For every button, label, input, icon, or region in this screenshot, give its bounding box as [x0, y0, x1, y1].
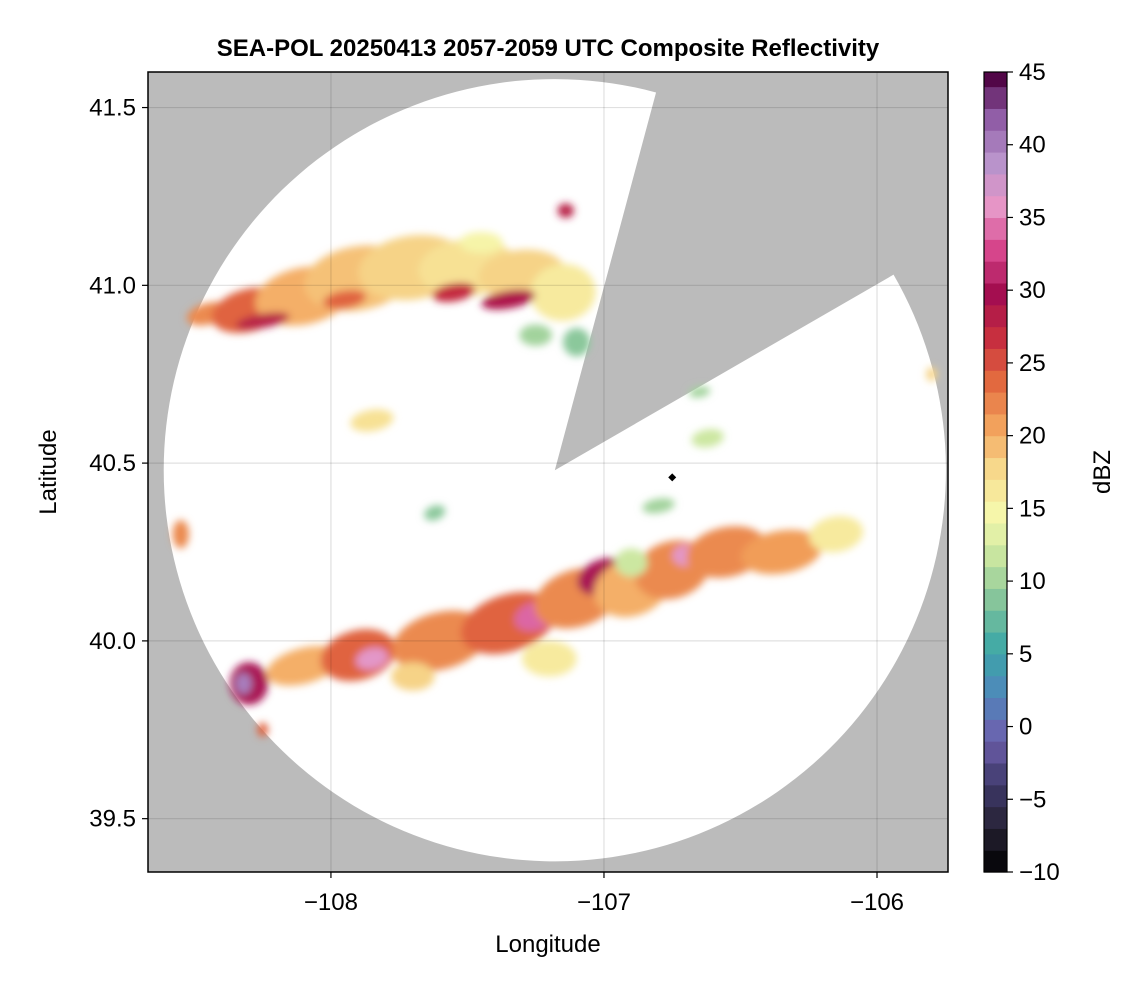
echo-blob — [459, 232, 503, 254]
colorbar-tick-label: 0 — [1019, 714, 1032, 741]
colorbar-bin — [984, 326, 1007, 349]
plot-frame — [147, 71, 949, 873]
echo-blob — [522, 640, 577, 677]
colorbar — [984, 72, 1007, 873]
echo-blob — [235, 672, 252, 695]
colorbar-bin — [984, 457, 1007, 480]
colorbar-bin — [984, 217, 1007, 240]
colorbar-bin — [984, 195, 1007, 219]
echo-blob — [424, 505, 446, 521]
colorbar-bin — [984, 784, 1007, 808]
echo-blob — [519, 324, 553, 346]
echo-blob — [257, 722, 269, 737]
colorbar-bin — [984, 108, 1007, 131]
echo-blob — [691, 429, 724, 448]
colorbar-bin — [984, 632, 1007, 655]
echo-blob — [642, 498, 675, 514]
y-tick-label: 40.0 — [89, 628, 136, 655]
x-tick-label: −107 — [577, 889, 631, 916]
colorbar-bin — [984, 173, 1007, 197]
colorbar-bin — [984, 370, 1007, 393]
echo-blob — [235, 312, 290, 330]
colorbar-tick-label: 40 — [1019, 132, 1046, 159]
colorbar-bin — [984, 806, 1007, 829]
x-tick-label: −108 — [304, 889, 358, 916]
echo-blob — [557, 203, 574, 218]
x-tick-label: −106 — [850, 889, 904, 916]
colorbar-bin — [984, 741, 1007, 764]
x-axis-label: Longitude — [495, 931, 600, 958]
colorbar-bin — [984, 304, 1007, 328]
colorbar-tick-label: 35 — [1019, 204, 1046, 231]
echo-blob — [350, 409, 394, 432]
echo-blob — [808, 516, 864, 553]
echo-blob — [926, 367, 938, 382]
colorbar-tick-label: 30 — [1019, 277, 1046, 304]
echo-blob — [432, 282, 476, 302]
colorbar-tick-label: 15 — [1019, 495, 1046, 522]
colorbar-tick-label: 10 — [1019, 568, 1046, 595]
colorbar-bin — [984, 261, 1007, 284]
echo-blob — [740, 529, 822, 575]
echo-field — [172, 203, 938, 737]
echo-blob — [530, 263, 596, 321]
echo-blob — [614, 548, 648, 577]
colorbar-tick-label: 5 — [1019, 641, 1032, 668]
echo-blob — [563, 328, 591, 357]
colorbar-bin — [984, 239, 1007, 262]
colorbar-tick-label: 20 — [1019, 423, 1046, 450]
colorbar-bin — [984, 850, 1007, 873]
colorbar-label: dBZ — [1089, 450, 1116, 494]
colorbar-bin — [984, 348, 1007, 371]
colorbar-ticks: −10 −5 0 5 10 15 20 25 30 35 40 45 — [1007, 59, 1060, 886]
colorbar-bin — [984, 392, 1007, 415]
y-tick-label: 39.5 — [89, 806, 136, 833]
colorbar-bin — [984, 610, 1007, 633]
y-axis-label: Latitude — [35, 429, 62, 514]
y-tick-label: 40.5 — [89, 450, 136, 477]
colorbar-tick-label: 25 — [1019, 350, 1046, 377]
echo-blob — [391, 662, 435, 691]
radar-site-marker — [668, 473, 677, 482]
colorbar-bin — [984, 566, 1007, 589]
colorbar-bin — [984, 72, 1007, 88]
colorbar-bin — [984, 130, 1007, 153]
colorbar-frame — [983, 71, 1008, 873]
colorbar-bin — [984, 675, 1007, 699]
reflectivity-echoes — [172, 203, 938, 737]
plot-area — [148, 72, 948, 872]
chart-title: SEA-POL 20250413 2057-2059 UTC Composite… — [217, 35, 880, 62]
y-tick-label: 41.0 — [89, 272, 136, 299]
colorbar-bin — [984, 544, 1007, 568]
colorbar-bin — [984, 435, 1007, 459]
colorbar-tick-label: −5 — [1019, 786, 1046, 813]
colorbar-bin — [984, 697, 1007, 720]
y-tick-label: 41.5 — [89, 95, 136, 122]
colorbar-bin — [984, 152, 1007, 175]
colorbar-bin — [984, 588, 1007, 611]
colorbar-bin — [984, 522, 1007, 546]
echo-blob — [355, 647, 388, 670]
colorbar-tick-label: 45 — [1019, 59, 1046, 86]
colorbar-bin — [984, 86, 1007, 109]
colorbar-bin — [984, 828, 1007, 851]
y-axis-ticks: 39.5 40.0 40.5 41.0 41.5 — [89, 95, 148, 833]
colorbar-bin — [984, 479, 1007, 502]
echo-blob — [481, 289, 536, 310]
colorbar-bin — [984, 501, 1007, 524]
grid-lines — [148, 72, 948, 872]
colorbar-tick-label: −10 — [1019, 859, 1060, 886]
colorbar-bin — [984, 413, 1007, 437]
colorbar-bin — [984, 653, 1007, 677]
echo-blob — [688, 386, 711, 398]
colorbar-bin — [984, 282, 1007, 306]
x-axis-ticks: −108 −107 −106 — [304, 872, 904, 916]
colorbar-bin — [984, 719, 1007, 742]
colorbar-bin — [984, 762, 1007, 786]
echo-blob — [172, 520, 189, 549]
echo-blob — [323, 290, 367, 310]
